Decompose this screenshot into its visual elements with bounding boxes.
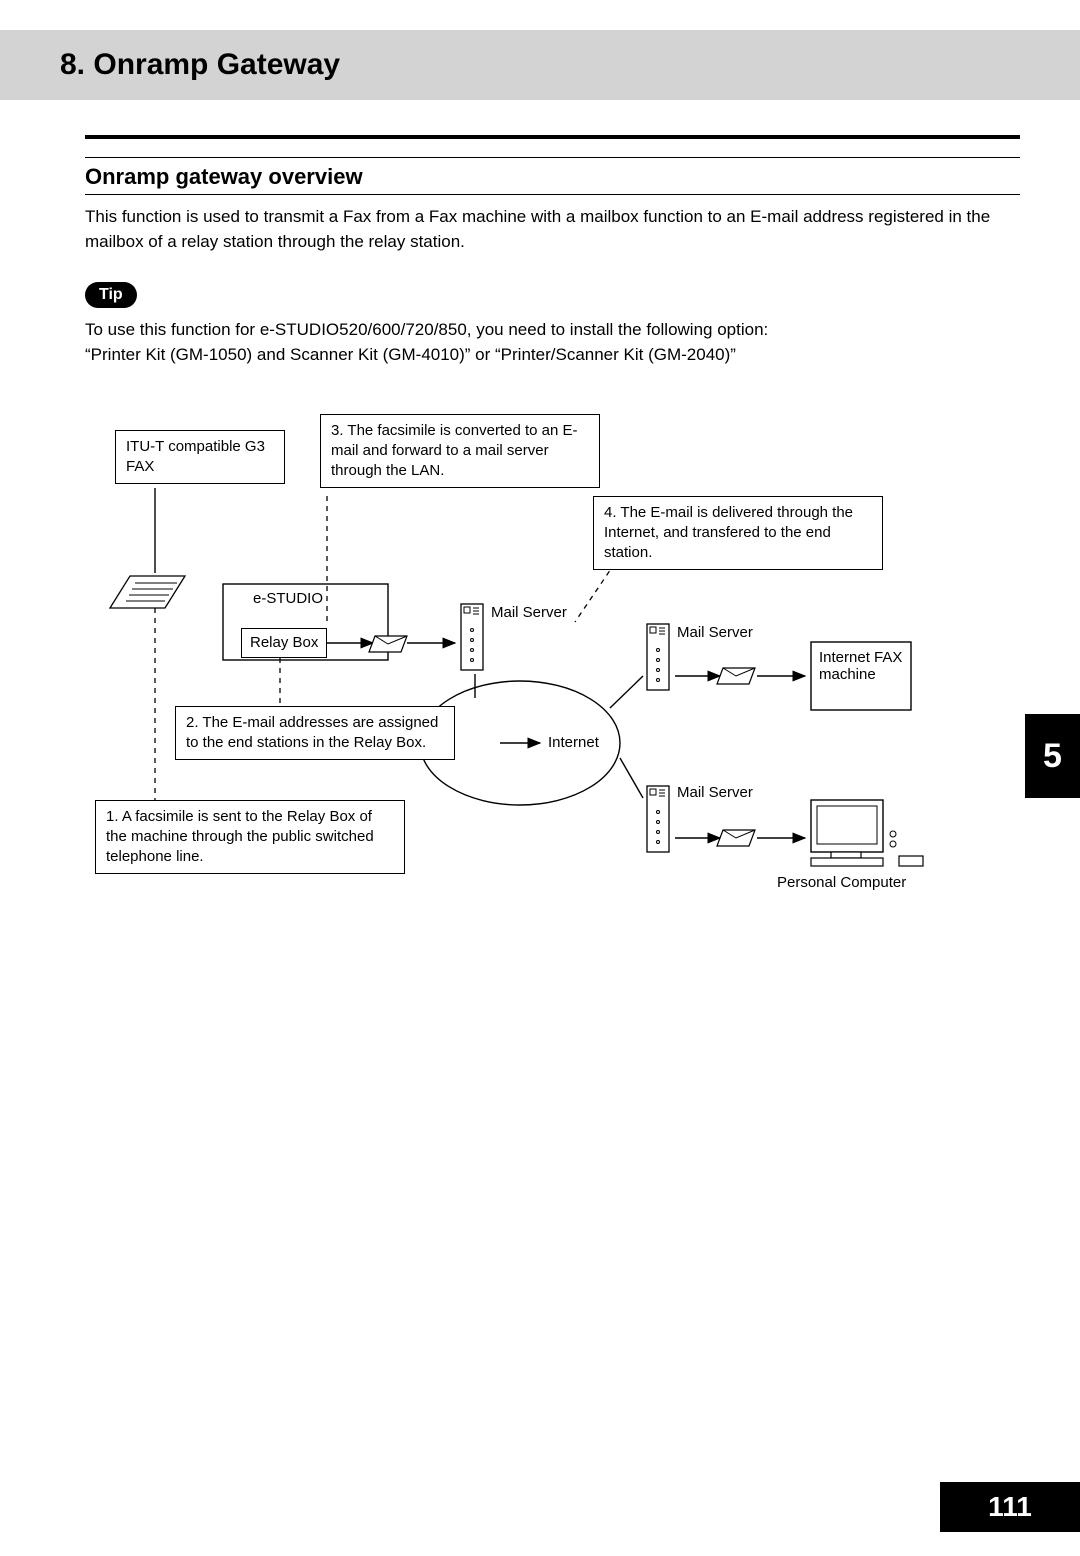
box-step3: 3. The facsimile is converted to an E-ma… bbox=[320, 414, 600, 489]
pc-icon bbox=[811, 800, 923, 866]
tip-text: To use this function for e-STUDIO520/600… bbox=[85, 314, 1020, 367]
label-mailserver-3: Mail Server bbox=[677, 784, 753, 801]
tip-line-1: To use this function for e-STUDIO520/600… bbox=[85, 320, 768, 339]
fax-icon bbox=[110, 576, 185, 608]
label-mailserver-1: Mail Server bbox=[491, 604, 567, 621]
box-step1: 1. A facsimile is sent to the Relay Box … bbox=[95, 800, 405, 875]
label-ifax: Internet FAX machine bbox=[819, 649, 909, 683]
chapter-header: 8. Onramp Gateway bbox=[0, 30, 1080, 100]
chapter-title: 8. Onramp Gateway bbox=[60, 48, 1080, 82]
tip-badge: Tip bbox=[85, 282, 137, 308]
side-tab: 5 bbox=[1025, 714, 1080, 798]
box-step2: 2. The E-mail addresses are assigned to … bbox=[175, 706, 455, 761]
content-area: Onramp gateway overview This function is… bbox=[0, 100, 1080, 968]
server-icon-1 bbox=[461, 604, 483, 670]
envelope-icon-2 bbox=[717, 668, 755, 684]
label-mailserver-2: Mail Server bbox=[677, 624, 753, 641]
server-icon-2 bbox=[647, 624, 669, 690]
rule-thick bbox=[85, 135, 1020, 139]
section-title: Onramp gateway overview bbox=[85, 158, 1020, 194]
box-relaybox: Relay Box bbox=[241, 628, 327, 658]
label-estudio: e-STUDIO bbox=[253, 590, 323, 607]
page-number: 111 bbox=[940, 1482, 1080, 1532]
diagram: ITU-T compatible G3 FAX 3. The facsimile… bbox=[85, 408, 1020, 968]
label-pc: Personal Computer bbox=[777, 874, 906, 891]
box-step4: 4. The E-mail is delivered through the I… bbox=[593, 496, 883, 571]
envelope-icon-1 bbox=[369, 636, 407, 652]
tip-line-2: “Printer Kit (GM-1050) and Scanner Kit (… bbox=[85, 345, 736, 364]
box-g3fax: ITU-T compatible G3 FAX bbox=[115, 430, 285, 485]
server-icon-3 bbox=[647, 786, 669, 852]
section-body: This function is used to transmit a Fax … bbox=[85, 195, 1020, 254]
label-internet: Internet bbox=[548, 734, 599, 751]
envelope-icon-3 bbox=[717, 830, 755, 846]
